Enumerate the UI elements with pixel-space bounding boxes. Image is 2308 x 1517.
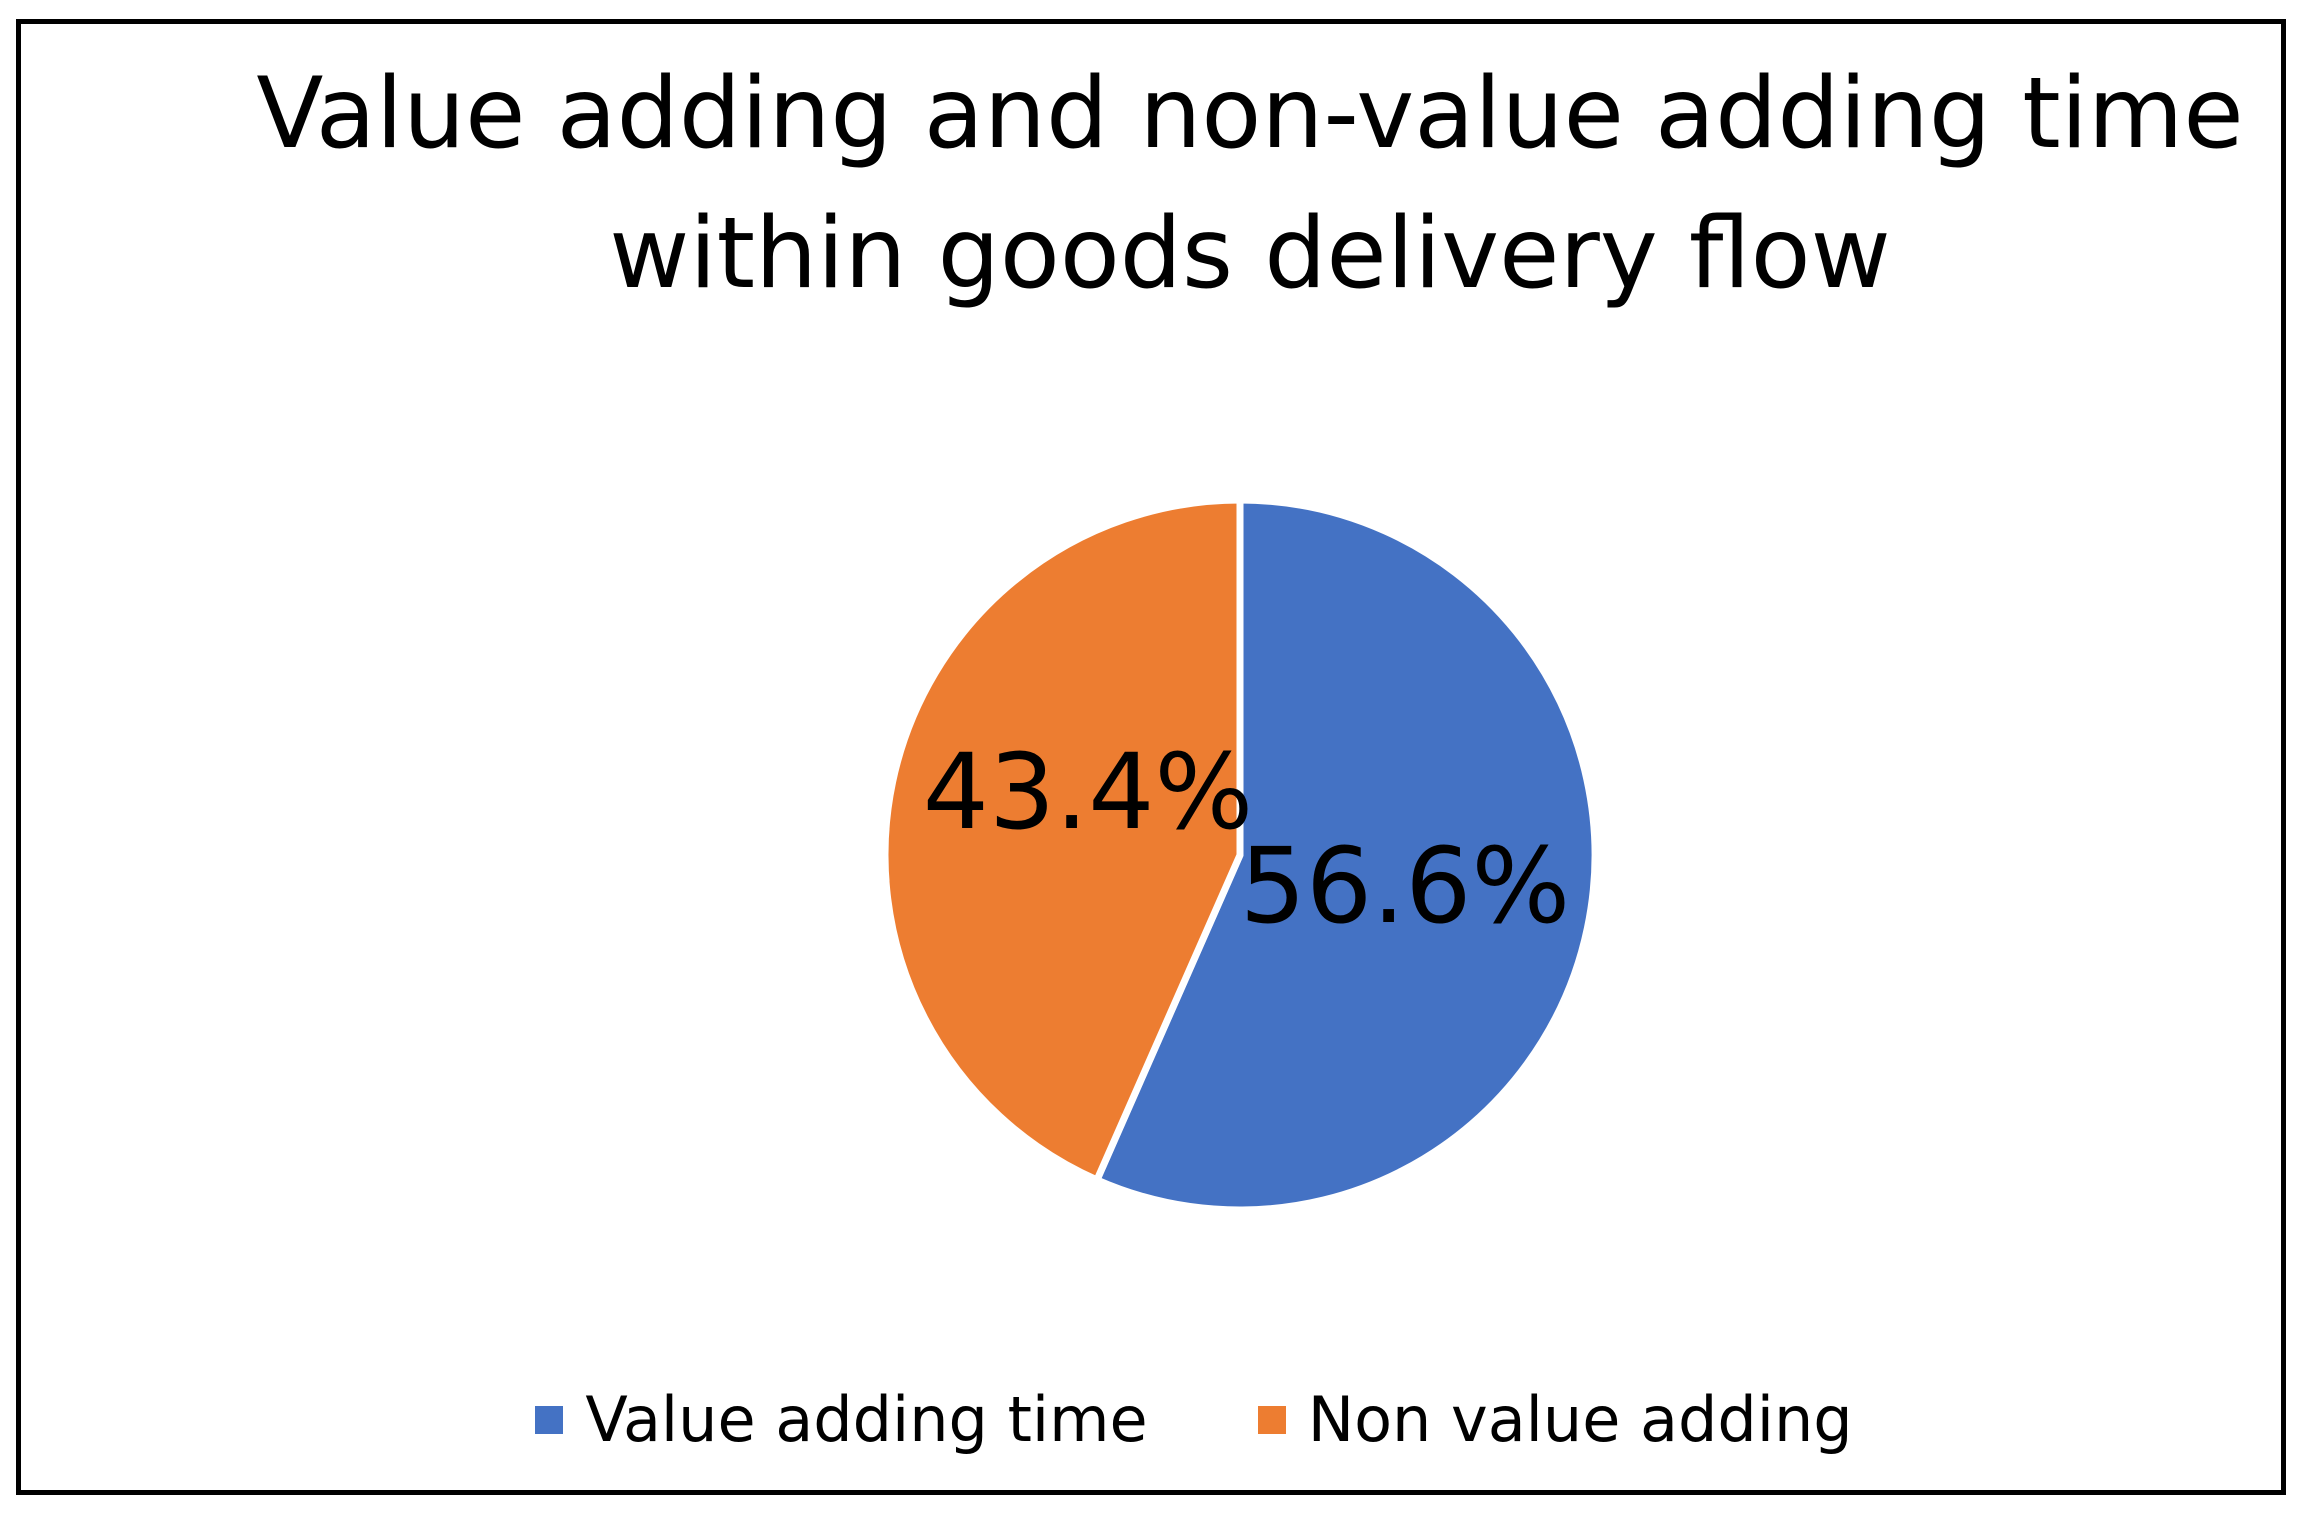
legend: Value adding time Non value adding [0, 1380, 2308, 1460]
pie-slice-value-adding [1093, 496, 1599, 1214]
slice-label-non-value-adding: 43.4% [923, 731, 1253, 853]
chart-title: Value adding and non-value adding time w… [0, 44, 2270, 324]
legend-item-value-adding: Value adding time [535, 1380, 1148, 1460]
chart-title-line-2: within goods delivery flow [609, 197, 1891, 311]
legend-label-value-adding: Value adding time [585, 1383, 1148, 1456]
pie-slice-non-value-adding [881, 496, 1244, 1184]
legend-swatch-non-value-adding [1257, 1406, 1286, 1434]
pie-slices [881, 496, 1599, 1214]
legend-item-non-value-adding: Non value adding [1257, 1380, 1853, 1460]
chart-title-line-1: Value adding and non-value adding time [256, 57, 2244, 171]
slice-label-value-adding: 56.6% [1240, 825, 1570, 947]
legend-label-non-value-adding: Non value adding [1307, 1383, 1853, 1456]
legend-swatch-value-adding [535, 1406, 564, 1434]
